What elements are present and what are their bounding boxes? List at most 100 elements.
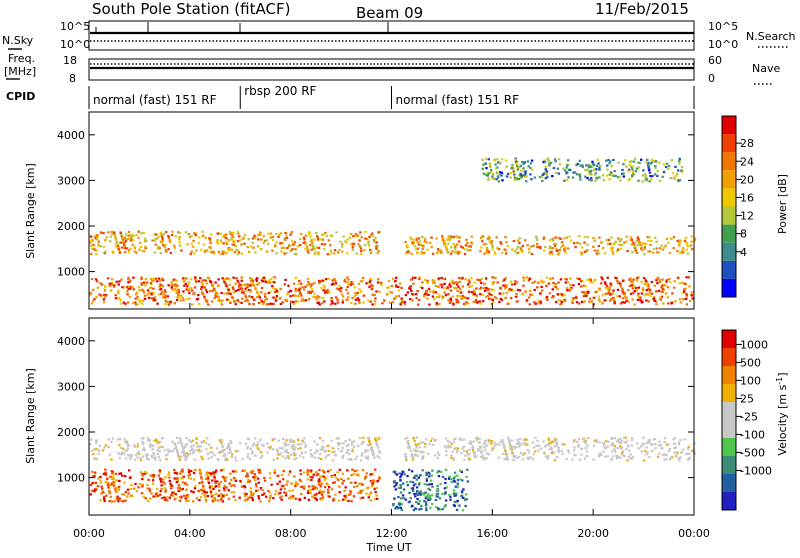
data-cell (225, 476, 228, 479)
data-cell (158, 469, 162, 472)
data-cell (660, 286, 663, 289)
data-cell (216, 458, 220, 461)
data-cell (552, 239, 555, 242)
data-cell (153, 297, 157, 300)
data-cell (144, 237, 147, 240)
data-cell (289, 495, 293, 498)
data-cell (437, 250, 440, 253)
data-cell (495, 167, 498, 170)
data-cell (175, 446, 178, 449)
data-cell (181, 470, 184, 473)
data-cell (138, 289, 141, 292)
data-cell (105, 494, 108, 497)
data-cell (617, 440, 621, 444)
data-cell (333, 450, 336, 453)
data-cell (530, 178, 533, 181)
data-cell (153, 251, 157, 254)
data-cell (516, 178, 519, 181)
data-cell (557, 253, 560, 256)
data-cell (485, 242, 488, 246)
data-cell (127, 286, 131, 289)
data-cell (217, 296, 220, 299)
data-cell (214, 295, 217, 298)
data-cell (222, 251, 225, 254)
data-cell (484, 289, 487, 292)
data-cell (101, 487, 104, 490)
data-cell (327, 449, 331, 452)
data-cell (510, 167, 513, 170)
data-cell (463, 248, 467, 251)
data-cell (123, 438, 127, 441)
data-cell (640, 301, 643, 304)
data-cell (310, 455, 313, 458)
data-cell (447, 446, 450, 449)
data-cell (197, 280, 201, 283)
data-cell (131, 243, 134, 246)
data-cell (554, 160, 557, 163)
data-cell (205, 477, 208, 480)
data-cell (344, 486, 347, 489)
data-cell (185, 298, 188, 301)
data-cell (154, 495, 158, 498)
data-cell (150, 474, 153, 477)
data-cell (492, 289, 495, 292)
data-cell (469, 249, 472, 252)
data-cell (655, 247, 659, 250)
data-cell (500, 174, 503, 177)
data-cell (484, 449, 487, 452)
data-cell (440, 295, 443, 298)
data-cell (318, 478, 321, 481)
data-cell (352, 495, 356, 498)
data-cell (152, 474, 155, 477)
data-cell (391, 301, 394, 304)
data-cell (410, 487, 413, 490)
data-cell (336, 251, 340, 254)
data-cell (657, 251, 660, 254)
data-cell (591, 160, 594, 163)
data-cell (228, 283, 232, 286)
data-cell (652, 296, 656, 299)
data-cell (677, 276, 680, 279)
data-cell (412, 489, 415, 492)
data-cell (468, 281, 471, 284)
data-cell (116, 289, 120, 293)
data-cell (357, 474, 360, 477)
data-cell (657, 444, 661, 447)
data-cell (577, 283, 581, 286)
data-cell (110, 482, 113, 485)
data-cell (259, 500, 262, 503)
data-cell (246, 286, 249, 289)
data-cell (161, 237, 164, 240)
data-cell (144, 470, 147, 474)
data-cell (364, 475, 368, 478)
data-cell (433, 454, 437, 457)
data-cell (162, 293, 165, 296)
data-cell (593, 239, 596, 242)
data-cell (258, 233, 262, 236)
data-cell (557, 281, 560, 284)
data-cell (107, 438, 110, 441)
data-cell (306, 471, 309, 474)
data-cell (284, 494, 288, 497)
data-cell (157, 293, 161, 296)
data-cell (552, 440, 555, 443)
data-cell (280, 247, 283, 250)
data-cell (202, 486, 205, 489)
data-cell (680, 251, 684, 254)
data-cell (304, 247, 307, 250)
data-cell (483, 446, 486, 449)
data-cell (303, 288, 306, 291)
colorbar-tick-label: 8 (740, 228, 747, 241)
data-cell (416, 237, 419, 240)
data-cell (273, 437, 276, 441)
data-cell (580, 290, 584, 294)
data-cell (648, 180, 651, 183)
data-cell (668, 251, 672, 255)
data-cell (304, 242, 307, 245)
data-cell (292, 282, 296, 285)
data-cell (449, 300, 452, 303)
data-cell (342, 479, 345, 482)
data-cell (374, 439, 377, 442)
data-cell (454, 447, 457, 450)
data-cell (303, 437, 306, 440)
